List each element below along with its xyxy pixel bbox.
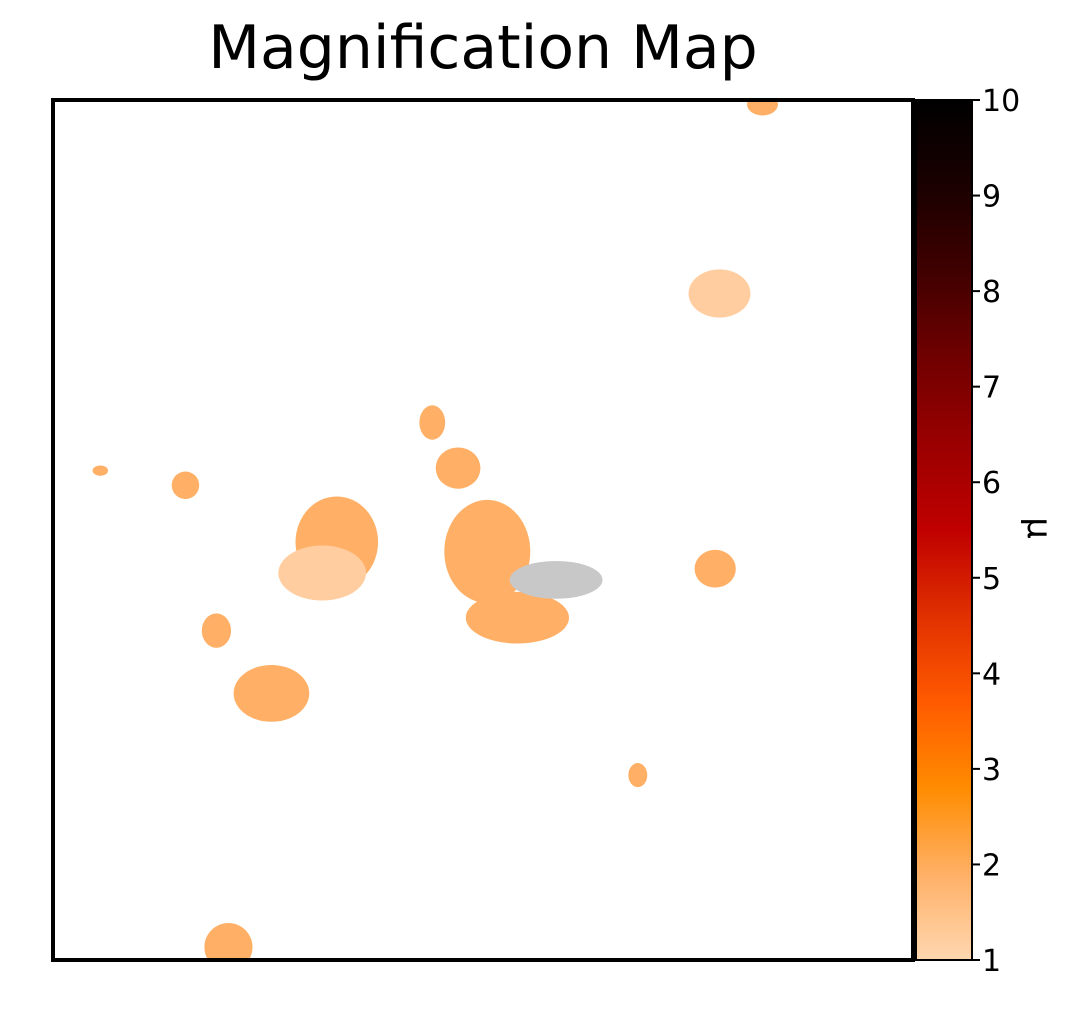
heatmap-region-lower-left-small [201,613,232,648]
heatmap-region-top-edge-blob [747,100,778,116]
colorbar-tick-label: 9 [982,180,1001,215]
heatmap-region-bottom-blob [204,923,253,960]
heatmap-region-central-arm [444,499,531,604]
colorbar-tick-label: 6 [982,466,1001,501]
heatmap-region-right-blob [694,549,736,588]
colorbar-tick-label: 3 [982,753,1001,788]
heatmap-region-center-small-1 [419,405,446,440]
heatmap-region-left-dot [92,465,109,476]
colorbar-tick-label: 7 [982,371,1001,406]
heatmap-region-lower-small [628,763,648,788]
heatmap-region-central-gray [509,560,603,599]
heatmap-region-left-small [171,471,200,500]
colorbar-tick-label: 5 [982,562,1001,597]
heatmap-region-center-small-2 [435,447,481,489]
colorbar-ticks: 1 2 3 4 5 6 7 8 9 10 [972,84,1020,979]
colorbar-tick-label: 8 [982,275,1001,310]
colorbar-label: μ [1019,517,1059,539]
heatmap-region-central-lower [465,591,569,644]
plot-frame [51,98,915,962]
heatmap-region-lower-left-blob [233,665,310,722]
colorbar-tick-label: 10 [982,84,1020,119]
colorbar-tick-label: 2 [982,848,1001,883]
colorbar [915,99,973,961]
heatmap-region-mid-left-light [278,545,367,601]
colorbar-tick-label: 4 [982,657,1001,692]
heatmap-regions [92,100,778,960]
colorbar-tick-label: 1 [982,944,1001,979]
chart-title: Magnification Map [208,13,758,83]
heatmap-region-upper-right-blob [688,269,751,318]
